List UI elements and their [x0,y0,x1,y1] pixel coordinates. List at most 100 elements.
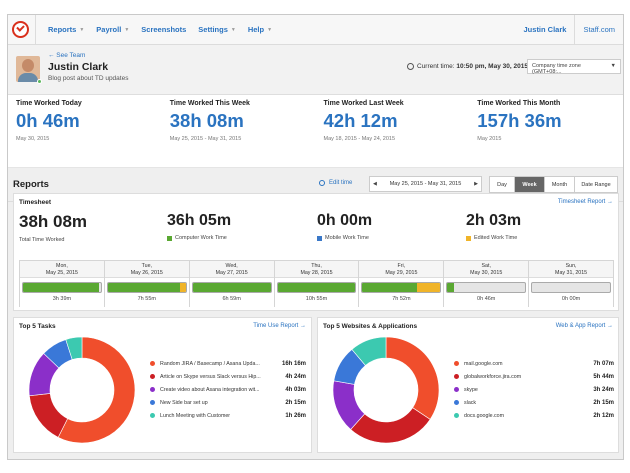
legend-item[interactable]: mail.google.com 7h 07m [454,357,614,370]
legend-dot-icon [150,361,155,366]
computer-work-time: 36h 05m Computer Work Time [167,212,232,241]
legend-dot-icon [454,374,459,379]
stats-row: Time Worked Today 0h 46m May 30, 2015 Ti… [8,95,623,168]
legend-item[interactable]: globalworkforce.jira.com 5h 44m [454,370,614,383]
web-app-report-link[interactable]: Web & App Report → [555,323,613,329]
chevron-down-icon: ▼ [230,26,236,33]
timesheet-title: Timesheet [19,199,52,206]
nav-user[interactable]: Justin Clark [523,25,567,34]
apps-donut-slice [385,336,440,420]
computer-time-segment [447,283,454,292]
tasks-donut-slice [65,336,83,360]
day-column[interactable]: Sun, May 31, 2015 0h 00m [529,261,614,307]
computer-time-segment [362,283,417,292]
clock-icon [319,180,325,186]
stat-last-week: Time Worked Last Week 42h 12m May 18, 20… [323,100,404,142]
legend-item[interactable]: Lunch Meeting with Customer 1h 26m [150,409,306,422]
legend-dot-icon [150,413,155,418]
nav-payroll[interactable]: Payroll ▼ [96,25,130,34]
nav-settings[interactable]: Settings ▼ [198,25,236,34]
date-range-picker[interactable]: ◀ May 25, 2015 - May 31, 2015 ▶ [369,176,482,192]
legend-dot-icon [150,400,155,405]
legend-dot-icon [150,374,155,379]
checkmark-logo-icon[interactable] [12,21,29,38]
time-use-report-link[interactable]: Time Use Report → [253,323,306,329]
legend-dot-icon [454,400,459,405]
day-column[interactable]: Thu, May 28, 2015 10h 55m [274,261,360,307]
profile-status: Blog post about TD updates [48,75,129,82]
see-team-link[interactable]: ← See Team [48,52,86,59]
legend-item[interactable]: docs.google.com 2h 12m [454,409,614,422]
legend-swatch [317,235,322,241]
current-time: Current time: 10:50 pm, May 30, 2015 [407,63,528,70]
legend-item[interactable]: Random JIRA / Basecamp / Asana Upda... 16… [150,357,306,370]
edit-time-button[interactable]: Edit time [319,180,352,186]
legend-value: 16h 16m [281,360,306,367]
chevron-down-icon: ▼ [610,63,616,69]
legend-dot-icon [454,361,459,366]
nav-screenshots[interactable]: Screenshots [141,25,187,34]
legend-label: mail.google.com [464,360,503,367]
legend-value: 5h 44m [593,373,614,380]
timesheet-report-link[interactable]: Timesheet Report → [557,199,613,205]
profile-name: Justin Clark [48,61,109,73]
legend-label: Article on Skype versus Slack versus Hip… [160,373,261,380]
timesheet-panel: Timesheet Timesheet Report → 38h 08m Tot… [13,193,619,311]
legend-item[interactable]: skype 3h 24m [454,383,614,396]
legend-value: 2h 15m [593,399,614,406]
day-column[interactable]: Fri, May 29, 2015 7h 52m [359,261,445,307]
stat-this-month: Time Worked This Month 157h 36m May 2015 [477,100,562,142]
avatar [16,56,40,82]
legend-dot-icon [454,413,459,418]
day-column[interactable]: Mon, May 25, 2015 3h 39m [20,261,105,307]
top-tasks-panel: Top 5 Tasks Time Use Report → Random JIR… [13,317,312,453]
edited-time-segment [180,283,186,292]
legend-label: Random JIRA / Basecamp / Asana Upda... [160,360,260,367]
day-column[interactable]: Wed, May 27, 2015 6h 59m [189,261,275,307]
app-window: Reports ▼ Payroll ▼ Screenshots Settings ▼ … [7,14,624,460]
period-selector: Day Week Month Date Range [489,176,618,193]
legend-value: 4h 24m [285,373,306,380]
mobile-work-time: 0h 00m Mobile Work Time [317,212,373,241]
computer-time-segment [277,283,356,292]
computer-time-segment [192,283,271,292]
next-arrow-icon[interactable]: ▶ [474,181,478,187]
clock-icon [407,63,414,70]
day-progress-bar [361,282,442,293]
legend-label: docs.google.com [464,412,505,419]
online-status-icon [37,79,42,84]
nav-reports[interactable]: Reports ▼ [48,25,85,34]
day-breakdown: Mon, May 25, 2015 3h 39m Tue, May 26, 2015 7… [19,260,614,307]
day-progress-bar [531,282,612,293]
stat-this-week: Time Worked This Week 38h 08m May 25, 20… [169,100,250,142]
legend-item[interactable]: New Side bar set up 2h 15m [150,396,306,409]
period-week[interactable]: Week [515,177,545,192]
timezone-select[interactable]: Company time zone (GMT+08:... ▼ [527,59,621,75]
legend-item[interactable]: Article on Skype versus Slack versus Hip… [150,370,306,383]
prev-arrow-icon[interactable]: ◀ [373,181,377,187]
legend-label: slack [464,399,477,406]
legend-swatch [167,235,172,241]
profile-header: ← See Team Justin Clark Blog post about … [8,45,623,95]
reports-title: Reports [13,179,49,190]
day-progress-bar [191,282,272,293]
day-column[interactable]: Sat, May 30, 2015 0h 46m [444,261,530,307]
legend-item[interactable]: Create video about Asana integration wit… [150,383,306,396]
period-month[interactable]: Month [545,177,575,192]
legend-label: New Side bar set up [160,399,208,406]
chevron-down-icon: ▼ [79,26,85,33]
legend-swatch [466,235,471,241]
tasks-donut-chart [28,336,136,444]
tasks-legend: Random JIRA / Basecamp / Asana Upda... 16… [150,357,306,422]
period-day[interactable]: Day [490,177,515,192]
legend-value: 2h 15m [285,399,306,406]
period-date-range[interactable]: Date Range [581,181,611,188]
apps-donut-chart [332,336,440,444]
day-progress-bar [106,282,187,293]
nav-company[interactable]: Staff.com [583,25,615,34]
day-progress-bar [446,282,527,293]
day-column[interactable]: Tue, May 26, 2015 7h 55m [104,261,190,307]
legend-item[interactable]: slack 2h 15m [454,396,614,409]
nav-help[interactable]: Help ▼ [247,25,273,34]
legend-dot-icon [150,387,155,392]
